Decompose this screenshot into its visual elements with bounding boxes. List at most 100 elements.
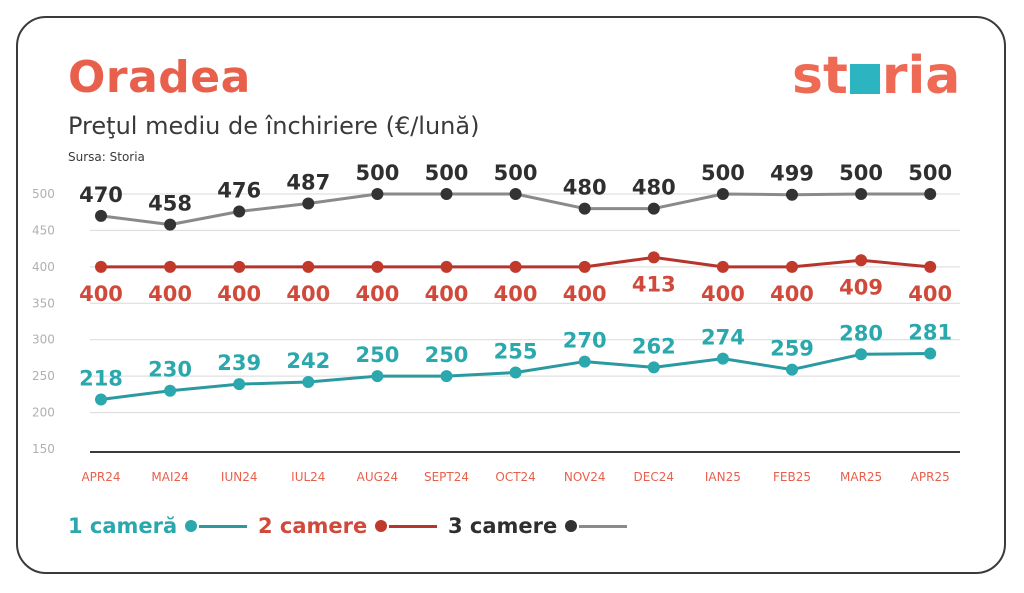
- data-point: [716, 188, 729, 200]
- logo-square-icon: [849, 64, 880, 94]
- data-label: 400: [425, 282, 469, 306]
- data-point: [302, 197, 315, 210]
- y-tick-label: 500: [32, 187, 55, 201]
- data-point: [509, 188, 522, 200]
- data-label: 230: [148, 358, 192, 382]
- x-tick-label: APR24: [81, 470, 120, 484]
- data-label: 270: [563, 329, 607, 353]
- data-label: 281: [908, 321, 952, 345]
- x-tick-label: IAN25: [705, 470, 741, 484]
- x-tick-label: APR25: [911, 470, 950, 484]
- data-label: 500: [908, 161, 952, 185]
- legend-label: 1 cameră: [68, 514, 178, 538]
- data-point: [95, 260, 107, 273]
- data-point: [578, 202, 591, 215]
- data-label: 400: [563, 282, 607, 306]
- legend-item-3-camere: 3 camere: [448, 512, 628, 540]
- data-label: 239: [217, 351, 261, 375]
- data-point: [509, 366, 522, 379]
- y-tick-label: 300: [32, 333, 55, 347]
- legend-item-2-camere: 2 camere: [258, 512, 438, 540]
- data-label: 480: [632, 176, 676, 200]
- data-point: [302, 260, 315, 273]
- logo-text-end: ria: [881, 46, 961, 106]
- data-label: 262: [632, 334, 676, 358]
- legend-line-icon: [389, 524, 438, 528]
- data-point: [578, 260, 591, 273]
- storia-logo: storia st ria: [792, 48, 960, 104]
- data-label: 413: [632, 272, 676, 296]
- data-label: 218: [79, 366, 123, 390]
- data-point: [164, 218, 177, 231]
- data-label: 500: [494, 161, 538, 185]
- data-label: 255: [494, 340, 538, 364]
- x-tick-label: OCT24: [495, 470, 535, 484]
- data-point: [924, 260, 937, 273]
- data-point: [786, 363, 798, 376]
- source-note: Sursa: Storia: [68, 150, 145, 164]
- data-label: 400: [770, 282, 814, 306]
- data-point: [716, 260, 729, 273]
- x-tick-label: NOV24: [564, 470, 606, 484]
- data-point: [371, 370, 384, 383]
- data-label: 500: [425, 161, 469, 185]
- data-label: 476: [217, 178, 261, 202]
- data-label: 409: [839, 275, 883, 299]
- data-label: 500: [355, 161, 399, 185]
- legend-marker-icon: [375, 520, 388, 532]
- x-tick-label: MAI24: [151, 470, 188, 484]
- data-point: [164, 384, 177, 397]
- data-point: [924, 188, 937, 200]
- legend-line-icon: [579, 524, 628, 528]
- legend-item-1-camera: 1 cameră: [68, 512, 248, 540]
- legend-label: 2 camere: [258, 514, 368, 538]
- data-point: [647, 251, 660, 264]
- data-label: 458: [148, 192, 192, 216]
- data-label: 400: [701, 282, 745, 306]
- data-point: [786, 188, 798, 201]
- data-label: 400: [355, 282, 399, 306]
- data-label: 259: [770, 337, 814, 361]
- data-point: [302, 375, 315, 388]
- chart-title: Oradea: [68, 52, 251, 103]
- data-label: 487: [286, 170, 330, 194]
- data-label: 400: [79, 282, 123, 306]
- data-point: [509, 260, 522, 273]
- data-point: [440, 188, 453, 200]
- data-point: [371, 188, 384, 200]
- data-label: 400: [494, 282, 538, 306]
- data-point: [855, 188, 868, 200]
- data-point: [371, 260, 384, 273]
- x-tick-label: IUN24: [221, 470, 258, 484]
- legend-marker-icon: [185, 520, 198, 532]
- data-label: 250: [425, 343, 469, 367]
- data-label: 400: [148, 282, 192, 306]
- data-point: [716, 352, 729, 365]
- data-label: 400: [286, 282, 330, 306]
- legend-label: 3 camere: [448, 514, 558, 538]
- chart-card: [16, 16, 1006, 574]
- chart-subtitle: Preţul mediu de închiriere (€/lună): [68, 112, 480, 140]
- x-tick-label: IUL24: [291, 470, 325, 484]
- legend-marker-icon: [565, 520, 578, 532]
- data-label: 499: [770, 162, 814, 186]
- y-tick-label: 350: [32, 296, 55, 310]
- data-label: 280: [839, 321, 883, 345]
- data-point: [233, 378, 246, 391]
- data-point: [647, 202, 660, 215]
- data-point: [164, 260, 177, 273]
- y-tick-label: 400: [32, 260, 55, 274]
- data-label: 500: [839, 161, 883, 185]
- data-point: [95, 209, 107, 222]
- data-label: 500: [701, 161, 745, 185]
- data-point: [440, 260, 453, 273]
- data-label: 400: [217, 282, 261, 306]
- data-point: [855, 254, 868, 267]
- logo-text-start: st: [792, 46, 848, 106]
- data-label: 470: [79, 183, 123, 207]
- legend-line-icon: [199, 524, 248, 528]
- x-tick-label: AUG24: [357, 470, 399, 484]
- x-tick-label: SEPT24: [424, 470, 469, 484]
- y-tick-label: 250: [32, 369, 55, 383]
